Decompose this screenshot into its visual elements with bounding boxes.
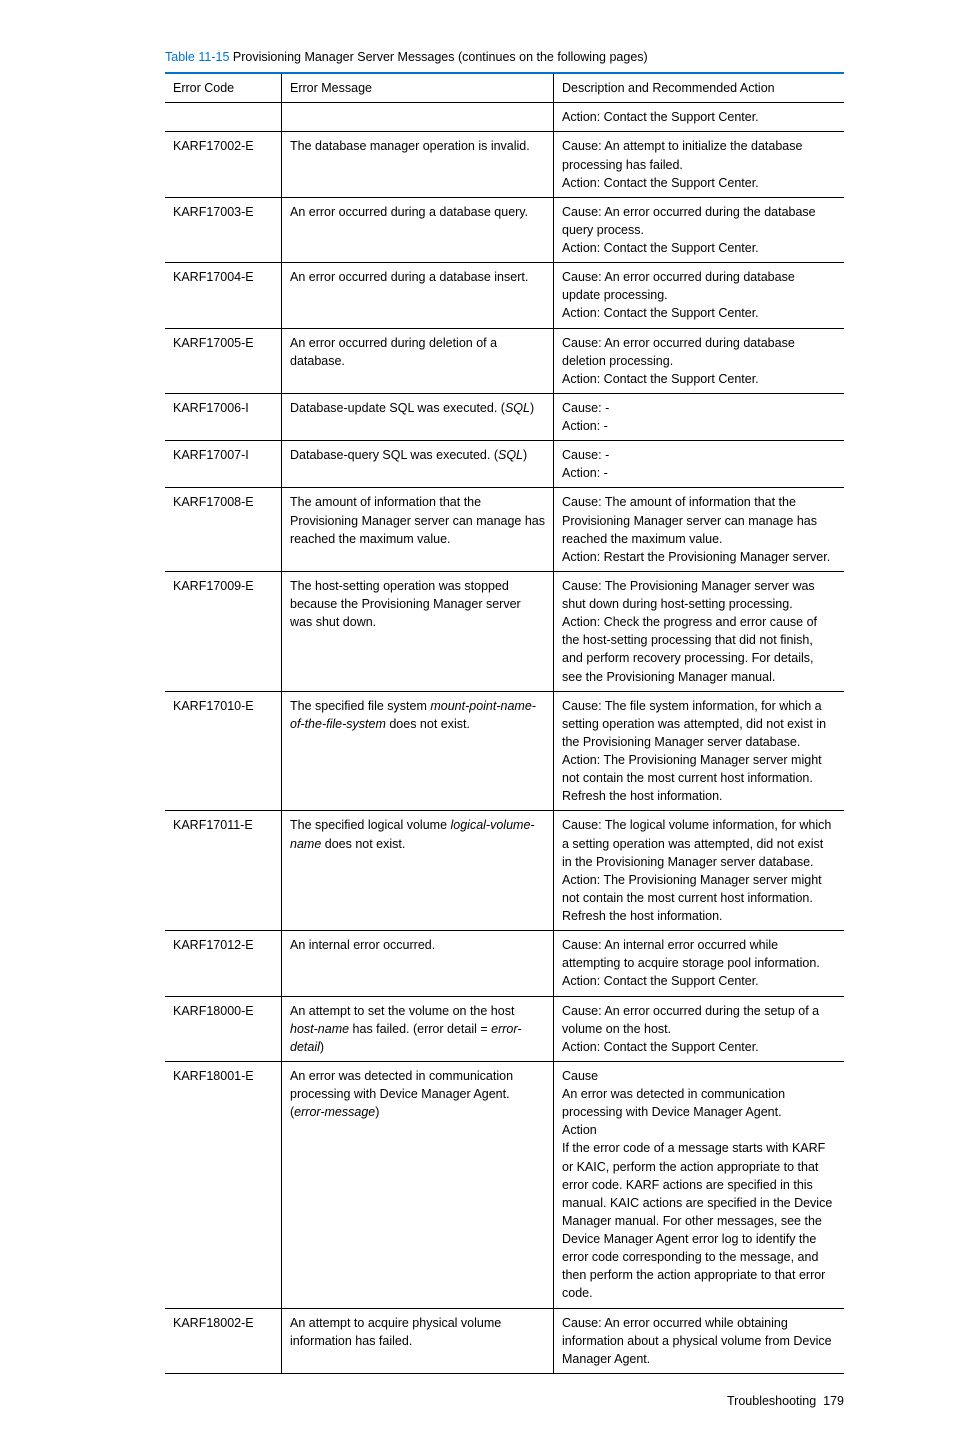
cell-error-code: KARF18002-E xyxy=(165,1308,282,1373)
cell-error-code: KARF17009-E xyxy=(165,571,282,691)
cell-error-code: KARF17011-E xyxy=(165,811,282,931)
table-ref: Table 11-15 xyxy=(165,50,229,64)
cell-error-code: KARF18000-E xyxy=(165,996,282,1061)
cell-description: Cause: The file system information, for … xyxy=(554,691,845,811)
cell-description: Cause: An error occurred during database… xyxy=(554,328,845,393)
cell-description: Cause: An internal error occurred while … xyxy=(554,931,845,996)
table-caption-text: Provisioning Manager Server Messages (co… xyxy=(229,50,647,64)
cell-description: Cause: An error occurred during the setu… xyxy=(554,996,845,1061)
table-row: KARF17010-EThe specified file system mou… xyxy=(165,691,844,811)
cell-error-message: An attempt to acquire physical volume in… xyxy=(282,1308,554,1373)
cell-error-message: An error occurred during a database quer… xyxy=(282,197,554,262)
cell-error-code: KARF17008-E xyxy=(165,488,282,572)
table-row: KARF17004-EAn error occurred during a da… xyxy=(165,263,844,328)
cell-error-message: An error occurred during a database inse… xyxy=(282,263,554,328)
table-caption: Table 11-15 Provisioning Manager Server … xyxy=(165,48,844,66)
table-row: Action: Contact the Support Center. xyxy=(165,103,844,132)
cell-description: Cause: The amount of information that th… xyxy=(554,488,845,572)
table-row: KARF17012-EAn internal error occurred.Ca… xyxy=(165,931,844,996)
table-row: KARF17007-IDatabase-query SQL was execut… xyxy=(165,441,844,488)
table-row: KARF18000-EAn attempt to set the volume … xyxy=(165,996,844,1061)
table-row: KARF18001-EAn error was detected in comm… xyxy=(165,1061,844,1308)
table-header-row: Error Code Error Message Description and… xyxy=(165,73,844,103)
cell-error-message: The host-setting operation was stopped b… xyxy=(282,571,554,691)
cell-error-message: The database manager operation is invali… xyxy=(282,132,554,197)
col-header-error-message: Error Message xyxy=(282,73,554,103)
table-row: KARF17003-EAn error occurred during a da… xyxy=(165,197,844,262)
cell-error-message: The amount of information that the Provi… xyxy=(282,488,554,572)
cell-error-message: An error was detected in communication p… xyxy=(282,1061,554,1308)
cell-description: Action: Contact the Support Center. xyxy=(554,103,845,132)
cell-description: Cause: The Provisioning Manager server w… xyxy=(554,571,845,691)
table-row: KARF17008-EThe amount of information tha… xyxy=(165,488,844,572)
table-row: KARF17009-EThe host-setting operation wa… xyxy=(165,571,844,691)
cell-description: Cause: An error occurred during the data… xyxy=(554,197,845,262)
cell-error-code: KARF17004-E xyxy=(165,263,282,328)
footer-page: 179 xyxy=(823,1394,844,1408)
table-row: KARF18002-EAn attempt to acquire physica… xyxy=(165,1308,844,1373)
cell-error-code: KARF17002-E xyxy=(165,132,282,197)
footer-section: Troubleshooting xyxy=(727,1394,816,1408)
cell-error-code: KARF17006-I xyxy=(165,393,282,440)
cell-description: Cause: The logical volume information, f… xyxy=(554,811,845,931)
col-header-error-code: Error Code xyxy=(165,73,282,103)
cell-error-code: KARF18001-E xyxy=(165,1061,282,1308)
cell-error-message: An attempt to set the volume on the host… xyxy=(282,996,554,1061)
cell-error-code: KARF17012-E xyxy=(165,931,282,996)
cell-error-code xyxy=(165,103,282,132)
cell-description: Cause: -Action: - xyxy=(554,393,845,440)
cell-error-code: KARF17010-E xyxy=(165,691,282,811)
cell-error-message: Database-update SQL was executed. (SQL) xyxy=(282,393,554,440)
cell-description: Cause: -Action: - xyxy=(554,441,845,488)
cell-error-message xyxy=(282,103,554,132)
table-row: KARF17002-EThe database manager operatio… xyxy=(165,132,844,197)
col-header-description: Description and Recommended Action xyxy=(554,73,845,103)
cell-description: Cause: An error occurred during database… xyxy=(554,263,845,328)
table-row: KARF17011-EThe specified logical volume … xyxy=(165,811,844,931)
cell-error-message: An error occurred during deletion of a d… xyxy=(282,328,554,393)
cell-error-code: KARF17007-I xyxy=(165,441,282,488)
cell-error-message: The specified logical volume logical-vol… xyxy=(282,811,554,931)
cell-error-message: Database-query SQL was executed. (SQL) xyxy=(282,441,554,488)
cell-error-code: KARF17005-E xyxy=(165,328,282,393)
cell-description: CauseAn error was detected in communicat… xyxy=(554,1061,845,1308)
cell-description: Cause: An error occurred while obtaining… xyxy=(554,1308,845,1373)
table-row: KARF17006-IDatabase-update SQL was execu… xyxy=(165,393,844,440)
page-footer: Troubleshooting 179 xyxy=(165,1392,844,1410)
table-row: KARF17005-EAn error occurred during dele… xyxy=(165,328,844,393)
cell-error-message: An internal error occurred. xyxy=(282,931,554,996)
messages-table: Error Code Error Message Description and… xyxy=(165,72,844,1374)
cell-error-code: KARF17003-E xyxy=(165,197,282,262)
cell-description: Cause: An attempt to initialize the data… xyxy=(554,132,845,197)
cell-error-message: The specified file system mount-point-na… xyxy=(282,691,554,811)
